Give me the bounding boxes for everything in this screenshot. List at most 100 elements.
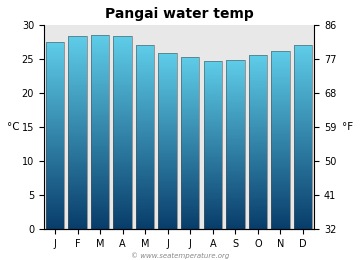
- Bar: [46, 102, 64, 103]
- Bar: [294, 100, 312, 101]
- Bar: [68, 194, 87, 195]
- Bar: [113, 165, 132, 166]
- Bar: [158, 223, 177, 224]
- Bar: [91, 102, 109, 103]
- Bar: [91, 103, 109, 104]
- Bar: [113, 100, 132, 101]
- Bar: [113, 52, 132, 53]
- Bar: [226, 142, 244, 143]
- Bar: [226, 173, 244, 174]
- Bar: [226, 95, 244, 96]
- Bar: [46, 188, 64, 190]
- Bar: [46, 149, 64, 150]
- Bar: [158, 82, 177, 83]
- Bar: [91, 70, 109, 71]
- Bar: [181, 73, 199, 74]
- Bar: [68, 156, 87, 157]
- Bar: [68, 95, 87, 96]
- Bar: [136, 123, 154, 124]
- Bar: [158, 77, 177, 78]
- Bar: [136, 215, 154, 216]
- Bar: [91, 86, 109, 87]
- Bar: [203, 145, 222, 146]
- Bar: [113, 219, 132, 220]
- Bar: [113, 80, 132, 81]
- Bar: [226, 170, 244, 171]
- Bar: [113, 139, 132, 140]
- Bar: [271, 187, 289, 188]
- Bar: [158, 202, 177, 203]
- Bar: [203, 98, 222, 99]
- Bar: [68, 57, 87, 58]
- Bar: [226, 213, 244, 214]
- Bar: [46, 153, 64, 154]
- Bar: [271, 145, 289, 146]
- Bar: [68, 159, 87, 160]
- Bar: [46, 129, 64, 130]
- Bar: [46, 177, 64, 178]
- Bar: [46, 102, 64, 103]
- Bar: [181, 152, 199, 153]
- Bar: [226, 147, 244, 148]
- Bar: [249, 228, 267, 229]
- Bar: [203, 209, 222, 210]
- Bar: [271, 70, 289, 71]
- Bar: [91, 141, 109, 142]
- Bar: [158, 201, 177, 202]
- Bar: [226, 227, 244, 228]
- Bar: [68, 104, 87, 105]
- Bar: [294, 56, 312, 57]
- Bar: [113, 191, 132, 192]
- Bar: [91, 206, 109, 207]
- Bar: [158, 139, 177, 140]
- Bar: [181, 156, 199, 157]
- Bar: [203, 183, 222, 184]
- Bar: [181, 168, 199, 170]
- Bar: [46, 134, 64, 135]
- Bar: [181, 65, 199, 66]
- Bar: [91, 104, 109, 105]
- Bar: [113, 212, 132, 213]
- Bar: [294, 67, 312, 68]
- Bar: [203, 134, 222, 135]
- Bar: [158, 88, 177, 89]
- Bar: [68, 79, 87, 80]
- Bar: [249, 201, 267, 202]
- Bar: [46, 176, 64, 177]
- Bar: [113, 113, 132, 114]
- Bar: [136, 167, 154, 168]
- Bar: [91, 192, 109, 193]
- Bar: [203, 139, 222, 140]
- Bar: [294, 136, 312, 137]
- Bar: [226, 164, 244, 165]
- Bar: [203, 114, 222, 115]
- Bar: [271, 196, 289, 197]
- Bar: [68, 186, 87, 187]
- Bar: [46, 69, 64, 70]
- Bar: [249, 171, 267, 172]
- Bar: [68, 70, 87, 71]
- Bar: [68, 77, 87, 78]
- Bar: [136, 181, 154, 182]
- Bar: [68, 221, 87, 222]
- Bar: [91, 35, 109, 36]
- Bar: [271, 191, 289, 192]
- Bar: [68, 55, 87, 56]
- Bar: [68, 107, 87, 108]
- Bar: [46, 132, 64, 133]
- Bar: [136, 137, 154, 138]
- Bar: [113, 189, 132, 190]
- Bar: [158, 78, 177, 79]
- Bar: [203, 113, 222, 114]
- Bar: [249, 118, 267, 119]
- Bar: [136, 161, 154, 162]
- Bar: [294, 226, 312, 227]
- Bar: [294, 158, 312, 159]
- Bar: [91, 197, 109, 198]
- Bar: [113, 56, 132, 57]
- Bar: [203, 107, 222, 108]
- Bar: [294, 181, 312, 182]
- Bar: [46, 191, 64, 192]
- Bar: [249, 86, 267, 87]
- Bar: [136, 160, 154, 161]
